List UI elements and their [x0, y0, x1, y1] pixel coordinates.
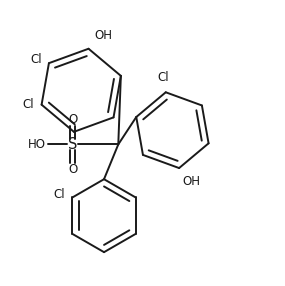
Text: OH: OH — [94, 29, 112, 41]
Text: Cl: Cl — [54, 188, 65, 201]
Text: OH: OH — [182, 175, 200, 188]
Text: Cl: Cl — [30, 53, 42, 66]
Text: Cl: Cl — [23, 98, 34, 111]
Text: HO: HO — [28, 138, 46, 151]
Text: O: O — [68, 113, 77, 126]
Text: Cl: Cl — [157, 71, 169, 84]
Text: S: S — [68, 137, 77, 152]
Text: O: O — [68, 163, 77, 176]
